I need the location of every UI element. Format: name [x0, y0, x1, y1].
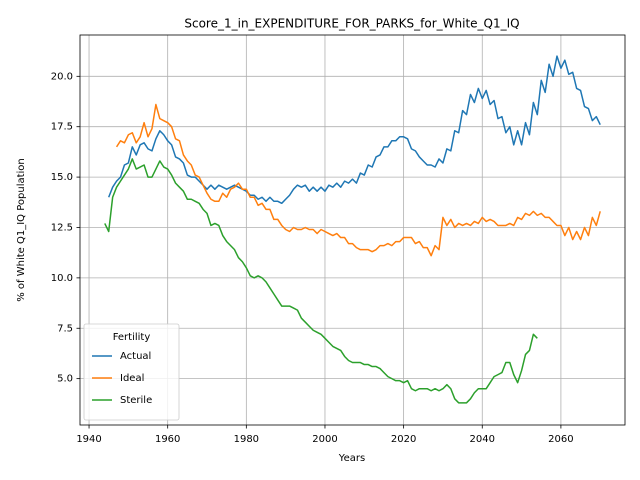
- x-tick-label: 2020: [391, 434, 416, 445]
- chart-title: Score_1_in_EXPENDITURE_FOR_PARKS_for_Whi…: [184, 17, 519, 31]
- legend-box: [83, 323, 180, 421]
- x-tick-label: 2060: [548, 434, 573, 445]
- y-axis-label: % of White Q1_IQ Population: [16, 158, 27, 302]
- y-tick-label: 12.5: [51, 222, 73, 233]
- legend-label: Sterile: [120, 395, 152, 406]
- axes-frame: [79, 34, 626, 426]
- legend-label: Actual: [120, 351, 151, 362]
- y-tick-label: 20.0: [51, 71, 73, 82]
- y-tick-label: 15.0: [51, 172, 73, 183]
- x-tick-label: 1980: [234, 434, 259, 445]
- y-tick-label: 7.5: [57, 323, 73, 334]
- y-tick-label: 5.0: [57, 374, 73, 385]
- y-tick-label: 17.5: [51, 122, 73, 133]
- line-series: [104, 158, 538, 404]
- line-series: [108, 55, 601, 205]
- line-series: [115, 103, 601, 257]
- x-tick-label: 1960: [155, 434, 180, 445]
- x-axis-label: Years: [338, 453, 365, 464]
- x-tick-label: 2000: [312, 434, 337, 445]
- legend-label: Ideal: [120, 373, 144, 384]
- y-tick-label: 10.0: [51, 273, 73, 284]
- x-tick-label: 1940: [76, 434, 101, 445]
- x-tick-label: 2040: [470, 434, 495, 445]
- legend-title: Fertility: [113, 332, 151, 343]
